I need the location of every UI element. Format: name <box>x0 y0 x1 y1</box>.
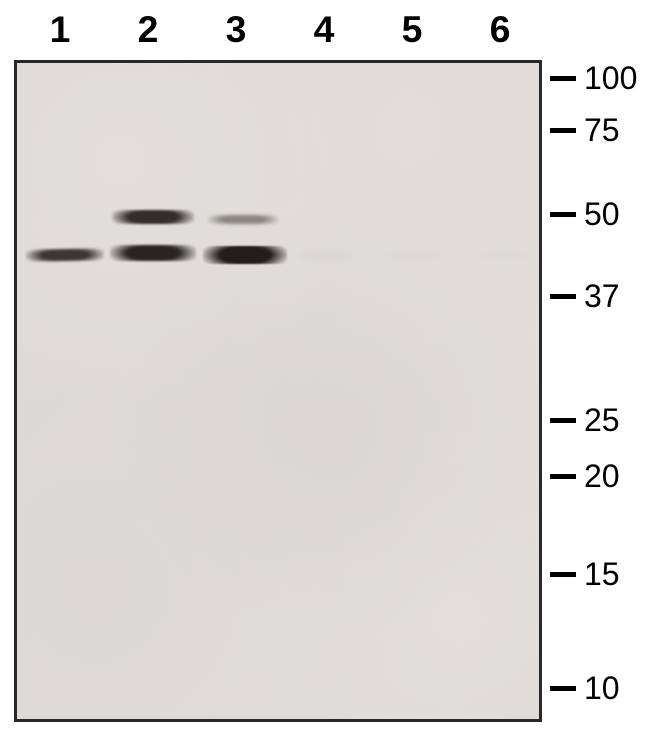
mw-label-20: 20 <box>584 458 620 495</box>
lane-label-3: 3 <box>226 8 247 51</box>
mw-label-10: 10 <box>584 670 620 707</box>
mw-tick-10 <box>550 686 576 691</box>
blot-background <box>17 63 539 719</box>
band-lane3-3 <box>208 215 278 224</box>
band-lane1-0 <box>26 248 104 261</box>
mw-label-15: 15 <box>584 556 620 593</box>
lane-label-4: 4 <box>314 8 335 51</box>
lane-label-5: 5 <box>402 8 423 51</box>
mw-label-100: 100 <box>584 60 637 97</box>
band-lane2-1 <box>112 210 194 224</box>
lane-label-2: 2 <box>138 8 159 51</box>
mw-tick-37 <box>550 294 576 299</box>
lane-label-1: 1 <box>50 8 71 51</box>
mw-tick-25 <box>550 418 576 423</box>
mw-label-25: 25 <box>584 402 620 439</box>
lane-label-6: 6 <box>490 8 511 51</box>
band-lane4-5 <box>297 251 357 259</box>
mw-tick-100 <box>550 76 576 81</box>
mw-tick-50 <box>550 212 576 217</box>
band-lane2-2 <box>110 245 196 261</box>
mw-tick-20 <box>550 474 576 479</box>
blot-membrane <box>14 60 542 722</box>
mw-tick-15 <box>550 572 576 577</box>
band-lane6-7 <box>473 251 533 259</box>
mw-label-37: 37 <box>584 278 620 315</box>
mw-label-75: 75 <box>584 112 620 149</box>
western-blot-figure: 1 2 3 4 5 6 100 75 50 37 25 20 15 10 <box>0 0 650 735</box>
band-lane3-4 <box>203 246 287 264</box>
mw-tick-75 <box>550 128 576 133</box>
mw-label-50: 50 <box>584 196 620 233</box>
band-lane5-6 <box>385 251 445 259</box>
